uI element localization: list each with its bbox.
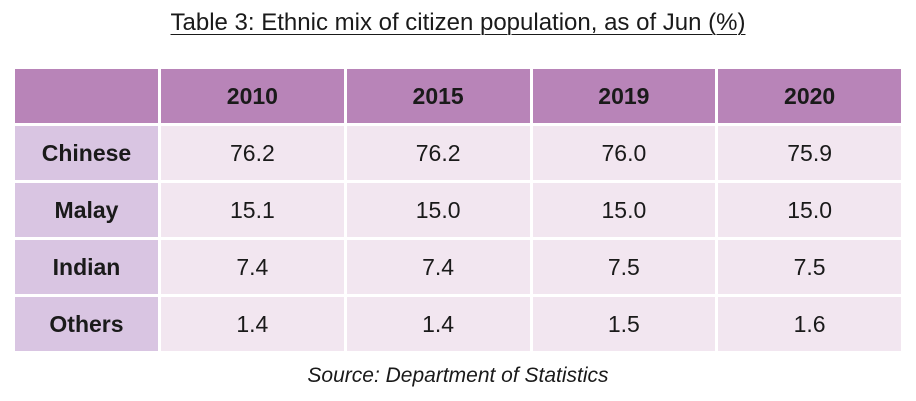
table-cell: 15.0 — [718, 183, 901, 237]
table-cell: 15.0 — [532, 183, 716, 237]
header-corner-cell — [15, 69, 158, 123]
row-header: Indian — [15, 240, 158, 294]
header-row: 2010 2015 2019 2020 — [15, 69, 901, 123]
table-cell: 1.4 — [346, 297, 530, 351]
table-cell: 7.5 — [718, 240, 901, 294]
table-cell: 76.0 — [532, 126, 716, 180]
table-row: Indian 7.4 7.4 7.5 7.5 — [15, 240, 901, 294]
source-note: Source: Department of Statistics — [307, 364, 609, 387]
table-title: Table 3: Ethnic mix of citizen populatio… — [0, 6, 916, 40]
table-cell: 7.4 — [346, 240, 530, 294]
table-cell: 1.5 — [532, 297, 716, 351]
table-cell: 1.4 — [161, 297, 344, 351]
ethnic-mix-table: 2010 2015 2019 2020 Chinese 76.2 76.2 76… — [12, 66, 904, 354]
table-row: Others 1.4 1.4 1.5 1.6 — [15, 297, 901, 351]
row-header: Chinese — [15, 126, 158, 180]
table-cell: 15.1 — [161, 183, 344, 237]
row-header: Malay — [15, 183, 158, 237]
table-cell: 15.0 — [346, 183, 530, 237]
table-cell: 7.5 — [532, 240, 716, 294]
table-row: Malay 15.1 15.0 15.0 15.0 — [15, 183, 901, 237]
column-header: 2010 — [161, 69, 344, 123]
row-header: Others — [15, 297, 158, 351]
table-cell: 75.9 — [718, 126, 901, 180]
table-cell: 76.2 — [161, 126, 344, 180]
column-header: 2020 — [718, 69, 901, 123]
table-cell: 7.4 — [161, 240, 344, 294]
table-cell: 76.2 — [346, 126, 530, 180]
table-row: Chinese 76.2 76.2 76.0 75.9 — [15, 126, 901, 180]
column-header: 2019 — [532, 69, 716, 123]
column-header: 2015 — [346, 69, 530, 123]
table-title-text: Table 3: Ethnic mix of citizen populatio… — [170, 9, 746, 36]
table-cell: 1.6 — [718, 297, 901, 351]
